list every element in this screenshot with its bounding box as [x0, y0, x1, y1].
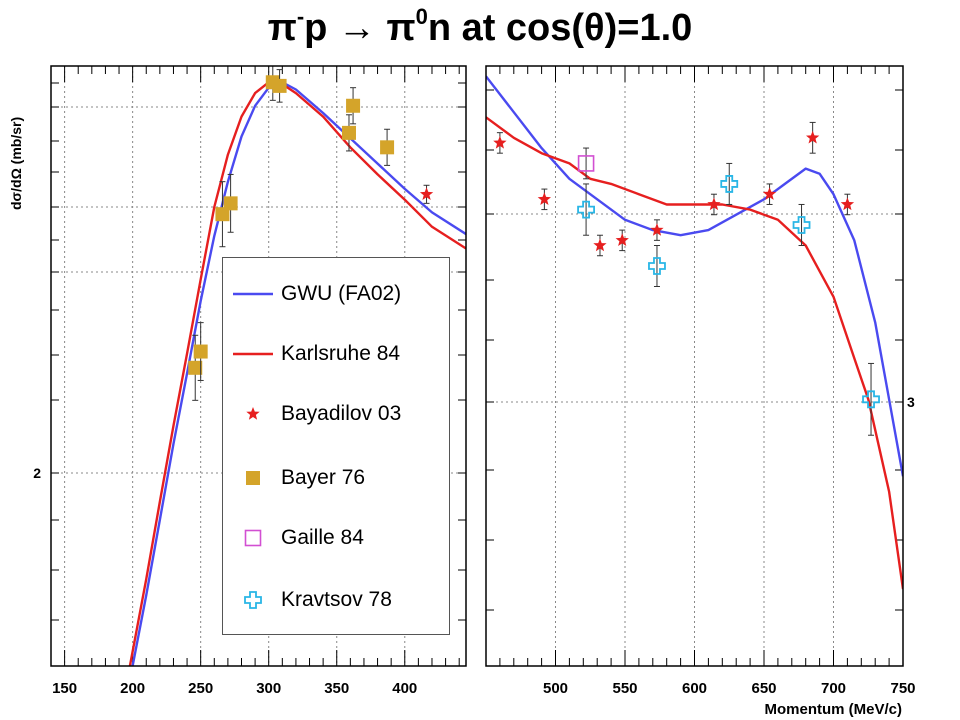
y-axis-label: dσ/dΩ (mb/sr): [8, 116, 24, 210]
x-tick-label: 650: [751, 680, 776, 697]
legend-symbol: [244, 591, 262, 609]
x-tick-label: 200: [120, 680, 145, 697]
chart-title: π-p → π0n at cos(θ)=1.0: [267, 4, 693, 49]
legend-label: Bayadilov 03: [281, 402, 402, 425]
x-tick-label: 550: [612, 680, 637, 697]
curve-karlsruhe-84: [128, 81, 466, 666]
legend-symbol: [246, 471, 260, 485]
x-tick-label: 350: [324, 680, 349, 697]
point-bayadilov-03: [537, 192, 551, 205]
point-kravtsov-78: [720, 175, 739, 193]
legend-marker: [244, 591, 262, 609]
legend-label: Gaille 84: [281, 526, 364, 549]
point-bayadilov-03: [762, 187, 777, 200]
curve-karlsruhe-84: [486, 116, 903, 590]
legend-symbol: [233, 352, 273, 356]
x-tick-label: 700: [821, 680, 846, 697]
legend-entry: Gaille 84: [223, 518, 449, 558]
point-bayadilov-03: [840, 197, 855, 211]
legend-label: Bayer 76: [281, 466, 366, 489]
point-kravtsov-78: [648, 257, 666, 275]
legend-label: Karlsruhe 84: [281, 342, 401, 365]
point-bayadilov-03: [593, 238, 607, 252]
curve-gwu-fa02-: [486, 75, 903, 477]
x-tick-label: 250: [188, 680, 213, 697]
x-tick-label: 500: [543, 680, 568, 697]
legend-entry: Kravtsov 78: [223, 580, 449, 620]
y-tick-label: 2: [33, 465, 41, 481]
y-tick-label: 3: [907, 394, 915, 410]
plot-frame: [50, 65, 467, 667]
point-bayadilov-03: [806, 130, 820, 144]
point-bayadilov-03: [493, 135, 507, 149]
point-bayadilov-03: [419, 187, 434, 200]
series-group: [128, 66, 466, 666]
x-axis-label: Momentum (MeV/c): [764, 701, 902, 718]
legend: GWU (FA02) Karlsruhe 84 Bayadilov 03 Bayer …: [222, 257, 450, 635]
point-bayadilov-03: [615, 233, 629, 246]
point-bayer-76: [380, 140, 395, 155]
point-bayer-76: [188, 360, 203, 375]
point-bayer-76: [215, 207, 230, 222]
legend-entry: GWU (FA02): [223, 274, 449, 314]
point-kravtsov-78: [577, 200, 595, 219]
legend-label: Kravtsov 78: [281, 588, 392, 611]
point-bayer-76: [193, 344, 208, 359]
x-tick-label: 300: [256, 680, 281, 697]
point-bayer-76: [223, 196, 238, 211]
x-tick-label: 150: [52, 680, 77, 697]
legend-entry: Bayadilov 03: [223, 394, 449, 434]
point-kravtsov-78: [862, 390, 880, 409]
legend-label: GWU (FA02): [281, 282, 402, 305]
series-group: [486, 75, 903, 590]
legend-symbol: [244, 529, 262, 547]
point-bayer-76: [346, 98, 361, 113]
legend-marker: [246, 471, 260, 485]
x-tick-label: 400: [392, 680, 417, 697]
legend-marker: [244, 529, 262, 547]
curve-gwu-fa02-: [131, 81, 466, 666]
x-tick-label: 600: [682, 680, 707, 697]
point-bayadilov-03: [707, 197, 721, 211]
legend-entry: Bayer 76: [223, 458, 449, 498]
x-tick-label: 750: [890, 680, 915, 697]
legend-symbol: [246, 407, 260, 420]
point-kravtsov-78: [792, 216, 811, 234]
point-bayer-76: [272, 78, 287, 93]
point-bayadilov-03: [650, 223, 664, 236]
legend-symbol: [233, 292, 273, 296]
point-gaille-84: [577, 155, 595, 172]
legend-marker: [246, 407, 260, 420]
panel-2: 3 500 550 600 650 700 750: [485, 65, 916, 697]
legend-entry: Karlsruhe 84: [223, 334, 449, 374]
plot-frame: [485, 65, 904, 667]
point-bayer-76: [341, 125, 356, 140]
